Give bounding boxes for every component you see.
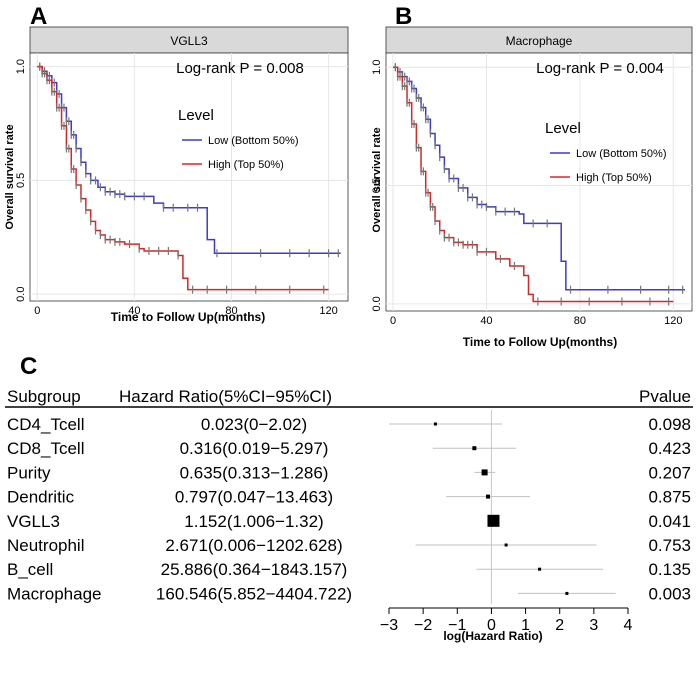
panel-a-ytick-0: 0.0 <box>15 287 27 302</box>
forest-xtick-5: 2 <box>555 617 564 634</box>
panel-a-curve-1 <box>37 65 329 291</box>
forest-row-pvalue-6: 0.135 <box>648 560 691 579</box>
forest-point-5 <box>504 543 508 547</box>
forest-row-subgroup-4: VGLL3 <box>7 512 60 531</box>
forest-xtick-4: 1 <box>521 617 530 634</box>
forest-row-hr-7: 160.546(5.852−4404.722) <box>156 584 352 603</box>
forest-point-3 <box>486 494 491 499</box>
forest-point-7 <box>565 591 569 595</box>
forest-rows: CD4_Tcell 0.023(0−2.02) 0.098 CD8_Tcell 0.31… <box>7 415 691 603</box>
logrank-annotation-b: Log-rank P = 0.004 <box>536 60 664 77</box>
panel-b-xtick-3: 120 <box>664 315 682 327</box>
forest-row-pvalue-1: 0.423 <box>648 439 691 458</box>
strip-title-a: VGLL3 <box>170 34 208 48</box>
forest-xtick-0: −3 <box>380 617 398 634</box>
legend-label-high-a: High (Top 50%) <box>208 159 284 171</box>
panel-b-ytick-0: 0.0 <box>371 296 383 311</box>
forest-row-hr-6: 25.886(0.364−1843.157) <box>161 560 348 579</box>
legend-title-a: Level <box>178 107 214 124</box>
forest-xtick-1: −2 <box>414 617 432 634</box>
curves-a <box>37 62 341 294</box>
forest-row-hr-4: 1.152(1.006−1.32) <box>184 512 323 531</box>
forest-point-6 <box>538 567 542 571</box>
logrank-annotation-a: Log-rank P = 0.008 <box>176 60 304 77</box>
km-panel-b: Macrophage 0 40 80 120 0.0 0.5 1.0 Log-rank P … <box>371 26 693 349</box>
legend-title-b: Level <box>545 120 581 137</box>
forest-row-subgroup-0: CD4_Tcell <box>7 415 84 434</box>
header-hazard-ratio: Hazard Ratio(5%CI−95%CI) <box>119 387 332 406</box>
curves-b <box>393 63 685 306</box>
forest-point-1 <box>472 446 477 451</box>
forest-point-2 <box>481 469 488 476</box>
panel-b-xtick-2: 80 <box>574 315 586 327</box>
ticks-b: 0 40 80 120 0.0 0.5 1.0 <box>371 60 682 327</box>
forest-axis: −3 −2 −1 0 1 2 3 4 <box>380 607 633 634</box>
panel-b-xtick-1: 40 <box>480 315 492 327</box>
forest-point-0 <box>433 422 437 426</box>
panel-a-xtick-1: 40 <box>128 305 140 317</box>
panel-b-xtick-0: 0 <box>390 315 396 327</box>
forest-row-subgroup-6: B_cell <box>7 560 53 579</box>
forest-row-subgroup-7: Macrophage <box>7 584 102 603</box>
y-axis-label-b: Overall survival rate <box>371 127 383 232</box>
forest-row-subgroup-5: Neutrophil <box>7 536 85 555</box>
forest-xtick-2: −1 <box>448 617 466 634</box>
legend-label-low-a: Low (Bottom 50%) <box>208 135 298 147</box>
panel-a-ytick-1: 0.5 <box>15 173 27 188</box>
forest-point-4 <box>487 514 500 527</box>
strip-b <box>385 26 693 54</box>
forest-row-subgroup-1: CD8_Tcell <box>7 439 84 458</box>
panel-a-xtick-0: 0 <box>34 305 40 317</box>
x-axis-label-b: Time to Follow Up(months) <box>463 335 617 349</box>
forest-panel-c: Subgroup Hazard Ratio(5%CI−95%CI) Pvalue… <box>5 387 693 643</box>
forest-row-subgroup-2: Purity <box>7 463 51 482</box>
strip-title-b: Macrophage <box>506 34 573 48</box>
header-pvalue: Pvalue <box>639 387 691 406</box>
forest-row-hr-3: 0.797(0.047−13.463) <box>175 488 333 507</box>
forest-row-hr-5: 2.671(0.006−1202.628) <box>165 536 342 555</box>
forest-x-axis-label: log(Hazard Ratio) <box>443 629 542 643</box>
panel-letter-b: B <box>395 3 412 30</box>
forest-row-pvalue-0: 0.098 <box>648 415 691 434</box>
forest-row-hr-2: 0.635(0.313−1.286) <box>180 463 329 482</box>
plot-frame-b <box>385 52 693 312</box>
forest-row-pvalue-5: 0.753 <box>648 536 691 555</box>
panel-letter-c: C <box>20 353 37 380</box>
forest-row-pvalue-2: 0.207 <box>648 463 691 482</box>
legend-label-high-b: High (Top 50%) <box>576 172 652 184</box>
forest-row-hr-0: 0.023(0−2.02) <box>201 415 307 434</box>
panel-a-ytick-2: 1.0 <box>15 59 27 74</box>
km-panel-a: VGLL3 0 40 80 120 0.0 0.5 1.0 Log-rank P = 0.0… <box>4 26 349 324</box>
panel-b-ytick-1: 0.5 <box>371 178 383 193</box>
plot-frame-a <box>29 52 349 302</box>
panel-a-xtick-2: 80 <box>225 305 237 317</box>
forest-row-pvalue-3: 0.875 <box>648 488 691 507</box>
grid-b <box>386 53 692 311</box>
grid-a <box>30 53 348 301</box>
y-axis-label-a: Overall survival rate <box>4 124 16 229</box>
forest-xtick-7: 4 <box>624 617 633 634</box>
forest-plot <box>389 410 616 604</box>
legend-label-low-b: Low (Bottom 50%) <box>576 148 666 160</box>
forest-row-subgroup-3: Dendritic <box>7 488 75 507</box>
forest-xtick-6: 3 <box>589 617 598 634</box>
forest-xtick-3: 0 <box>487 617 496 634</box>
panel-a-xtick-3: 120 <box>319 305 337 317</box>
forest-row-pvalue-7: 0.003 <box>648 584 691 603</box>
x-axis-label-a: Time to Follow Up(months) <box>111 310 265 324</box>
forest-row-pvalue-4: 0.041 <box>648 512 691 531</box>
header-subgroup: Subgroup <box>7 387 81 406</box>
forest-row-hr-1: 0.316(0.019−5.297) <box>180 439 329 458</box>
panel-letter-a: A <box>30 3 47 30</box>
panel-b-ytick-2: 1.0 <box>371 60 383 75</box>
ticks-a: 0 40 80 120 0.0 0.5 1.0 <box>15 59 338 317</box>
strip-a <box>29 26 349 54</box>
